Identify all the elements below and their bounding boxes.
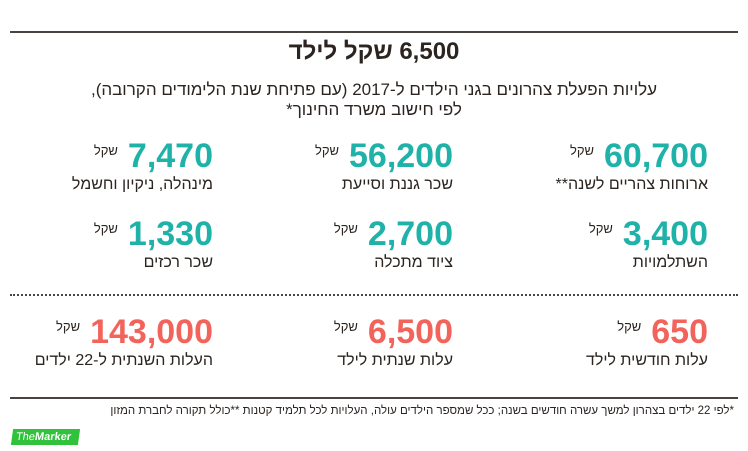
currency-label: שקל [588, 221, 613, 236]
cost-item: 143,000 שקל העלות השנתית ל-22 ילדים [0, 313, 213, 371]
currency-label: שקל [56, 319, 81, 334]
cost-value: 60,700 [604, 137, 708, 175]
currency-label: שקל [569, 143, 594, 158]
dotted-divider [10, 294, 738, 296]
cost-value: 2,700 [367, 215, 453, 253]
cost-value: 143,000 [90, 313, 213, 351]
subtitle-line-1: עלויות הפעלת צהרונים בגני הילדים ל-2017 … [90, 80, 658, 99]
currency-label: שקל [333, 221, 358, 236]
cost-item: 56,200 שקל שכר גננת וסייעת [213, 137, 453, 195]
cost-label: עלות חודשית לילד [586, 352, 708, 369]
cost-value: 6,500 [367, 313, 453, 351]
cost-label: שכר גננת וסייעת [341, 176, 453, 193]
subtitle: עלויות הפעלת צהרונים בגני הילדים ל-2017 … [0, 80, 748, 120]
cost-value: 650 [651, 313, 708, 351]
top-divider [10, 31, 738, 33]
cost-value: 56,200 [349, 137, 453, 175]
cost-value: 3,400 [622, 215, 708, 253]
cost-label: ציוד מתכלה [374, 254, 453, 271]
subtitle-line-2: לפי חישוב משרד החינוך* [286, 100, 462, 119]
cost-item: 650 שקל עלות חודשית לילד [468, 313, 708, 371]
cost-value: 7,470 [127, 137, 213, 175]
currency-label: שקל [93, 143, 118, 158]
logo-marker: Marker [34, 431, 72, 443]
cost-label: העלות השנתית ל-22 ילדים [34, 352, 213, 369]
cost-label: השתלמויות [632, 254, 708, 271]
cost-item: 6,500 שקל עלות שנתית לילד [213, 313, 453, 371]
cost-label: ארוחות צהריים לשנה** [555, 176, 708, 193]
cost-item: 3,400 שקל השתלמויות [468, 215, 708, 273]
cost-label: מינהלה, ניקיון וחשמל [71, 176, 213, 193]
logo-the: The [15, 431, 36, 443]
cost-label: שכר רכזים [143, 254, 213, 271]
currency-label: שקל [617, 319, 642, 334]
cost-item: 2,700 שקל ציוד מתכלה [213, 215, 453, 273]
cost-item: 60,700 שקל ארוחות צהריים לשנה** [468, 137, 708, 195]
bottom-divider [10, 397, 738, 399]
cost-label: עלות שנתית לילד [337, 352, 453, 369]
currency-label: שקל [314, 143, 339, 158]
cost-value: 1,330 [127, 215, 213, 253]
title: 6,500 שקל לילד [288, 38, 460, 65]
cost-item: 7,470 שקל מינהלה, ניקיון וחשמל [0, 137, 213, 195]
currency-label: שקל [93, 221, 118, 236]
footnote: *לפי 22 ילדים בצהרון למשך עשרה חודשים בש… [110, 405, 734, 417]
currency-label: שקל [333, 319, 358, 334]
themarker-logo: TheMarker [10, 429, 81, 445]
cost-item: 1,330 שקל שכר רכזים [0, 215, 213, 273]
